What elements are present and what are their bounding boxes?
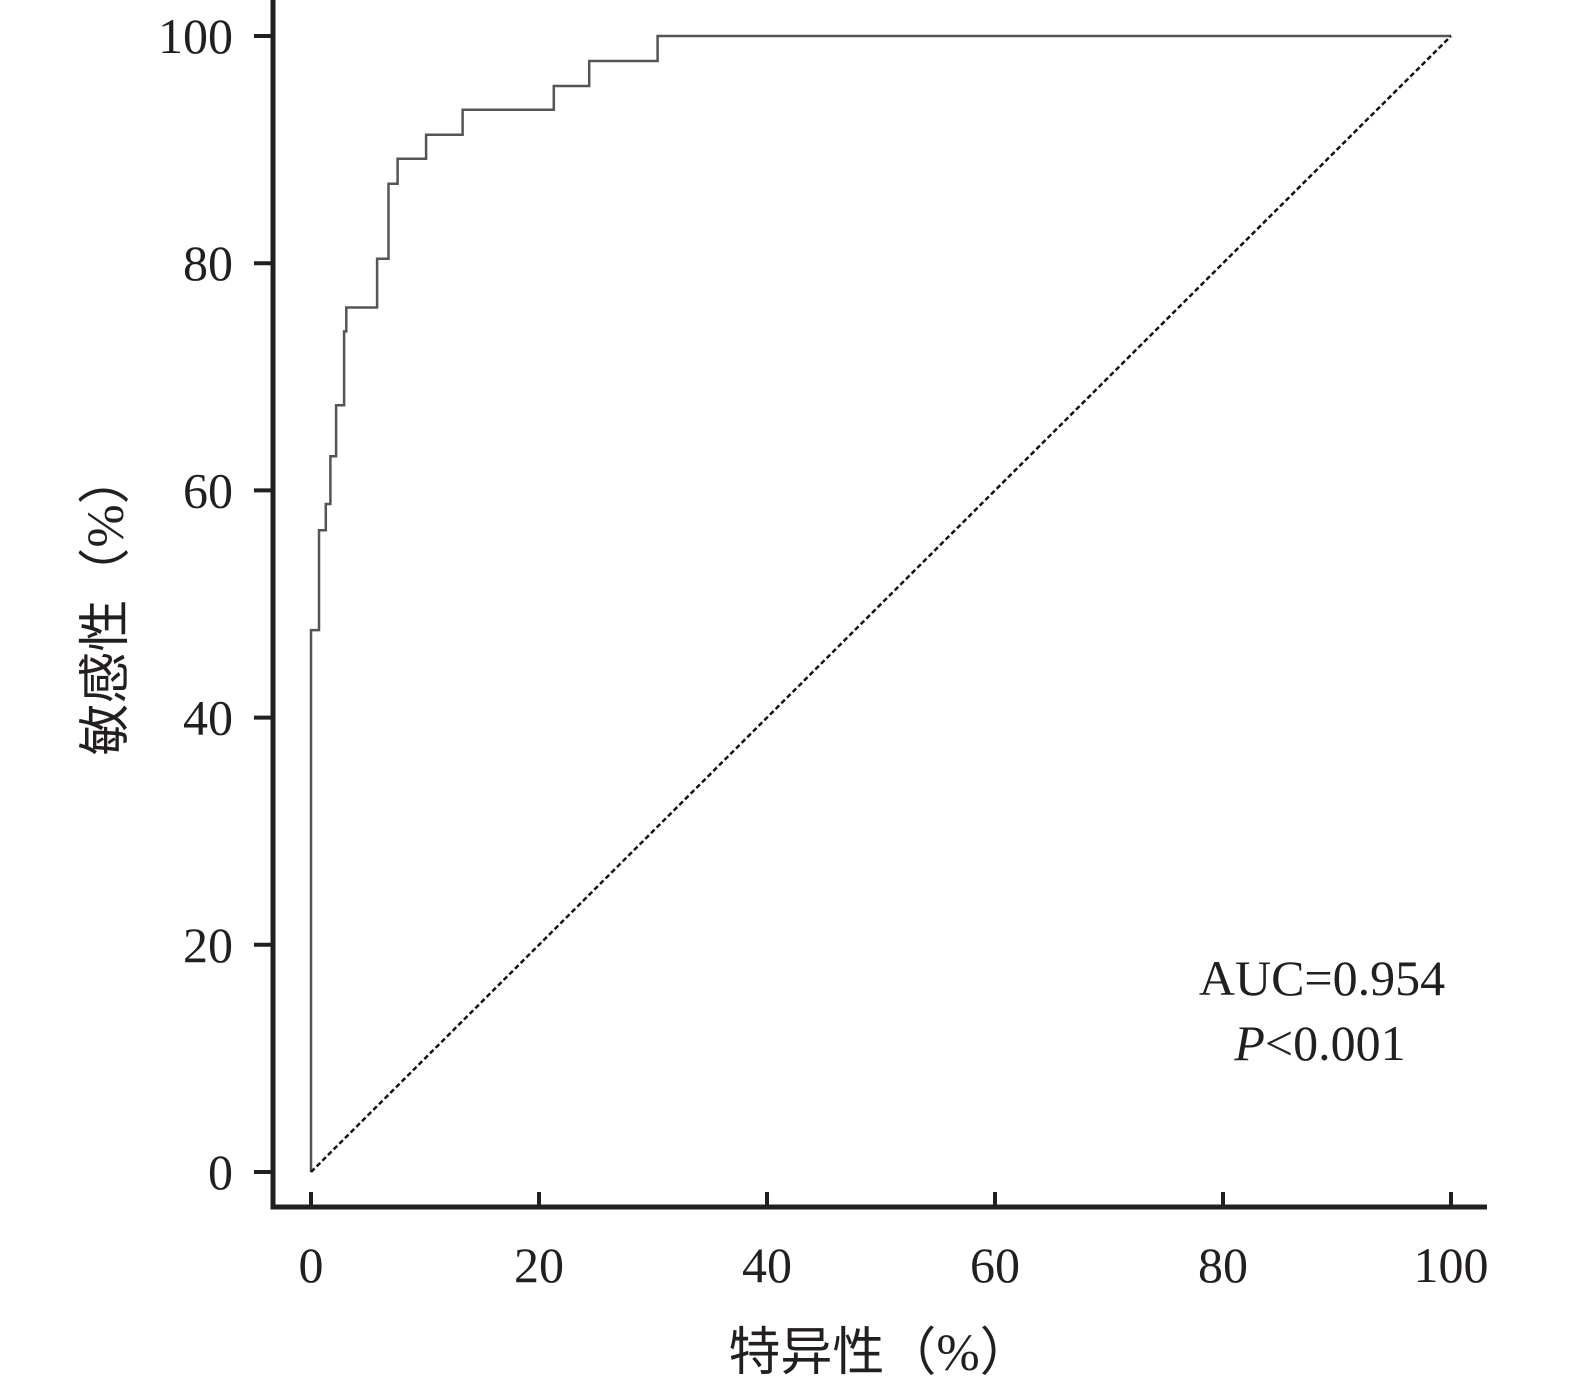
y-axis-label: 敏感性（%）	[78, 452, 135, 755]
y-tick-label: 40	[183, 690, 233, 746]
x-tick-label: 40	[742, 1237, 792, 1293]
x-axis-label: 特异性（%）	[728, 1325, 1031, 1382]
plot-area	[309, 34, 1452, 1173]
roc-curve-line	[309, 34, 1451, 1172]
auc-annotation: AUC=0.954	[1199, 950, 1445, 1006]
y-tick-label: 0	[208, 1144, 233, 1200]
x-tick-label: 20	[514, 1237, 564, 1293]
x-tick-label: 60	[970, 1237, 1020, 1293]
y-tick-label: 100	[158, 8, 233, 64]
reference-diagonal-line	[310, 35, 1452, 1173]
x-axis-ticks: 0 20 40 60 80 100	[299, 1192, 1489, 1293]
y-tick-label: 60	[183, 462, 233, 518]
p-value-text: <0.001	[1265, 1015, 1406, 1071]
p-value-italic: P	[1233, 1015, 1265, 1071]
x-tick-label: 0	[299, 1237, 324, 1293]
p-value-annotation: P<0.001	[1233, 1015, 1405, 1071]
x-tick-label: 80	[1198, 1237, 1248, 1293]
y-tick-label: 20	[183, 917, 233, 973]
y-tick-label: 80	[183, 235, 233, 291]
y-axis-ticks: 0 20 40 60 80 100	[158, 8, 273, 1200]
x-tick-label: 100	[1414, 1237, 1489, 1293]
axes	[270, 0, 1487, 1210]
